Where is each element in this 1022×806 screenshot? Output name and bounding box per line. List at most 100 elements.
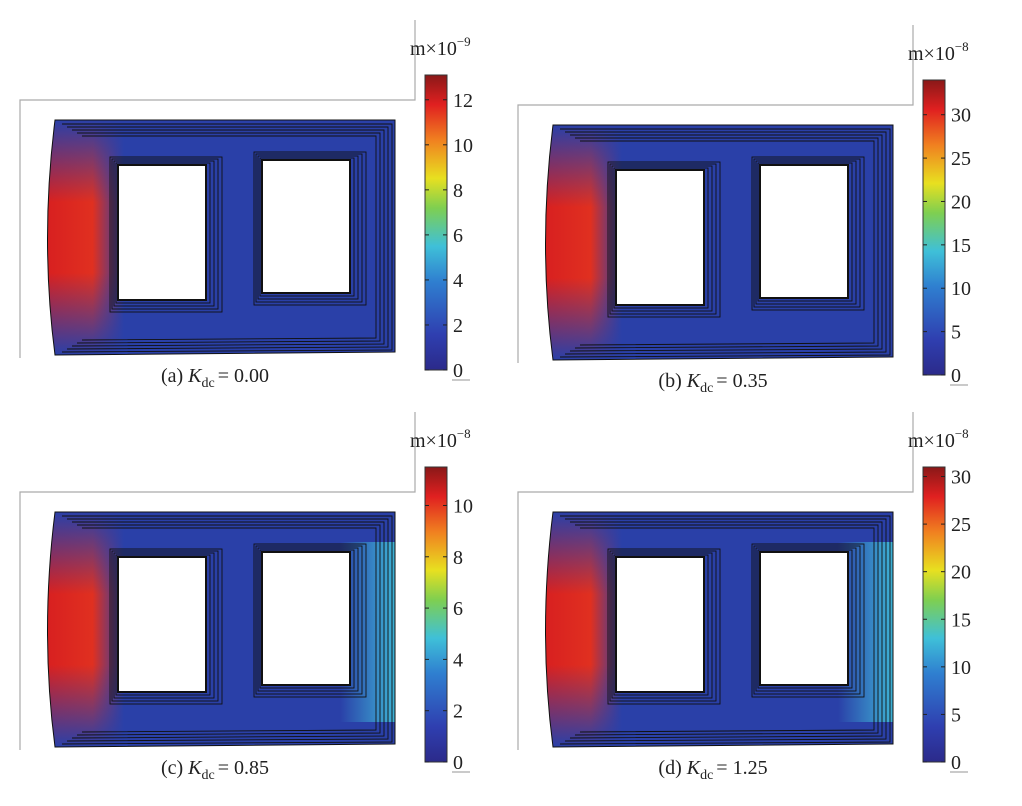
colorbar-tick-label: 10 xyxy=(951,278,971,300)
colorbar-tick-label: 0 xyxy=(453,360,463,382)
colorbar xyxy=(922,466,946,763)
window-step xyxy=(255,153,363,303)
lamination-line xyxy=(564,518,887,742)
colorbar-tick-label: 0 xyxy=(951,752,961,774)
lamination-line xyxy=(569,134,883,352)
window-step xyxy=(607,161,721,318)
unit-exponent: −8 xyxy=(955,426,969,441)
colorbar-tick-label: 2 xyxy=(453,315,463,337)
lamination-line xyxy=(579,527,875,733)
core-outline xyxy=(545,511,894,748)
window-step xyxy=(259,549,355,689)
frame-line xyxy=(517,412,914,750)
window-step xyxy=(613,167,709,309)
colorbar-unit: m×10−8 xyxy=(908,39,969,65)
window-step xyxy=(753,545,861,695)
caption-suffix: = 1.25 xyxy=(716,757,767,779)
lamination-line xyxy=(66,518,389,742)
window-step xyxy=(751,543,865,698)
colorbar-tick-label: 10 xyxy=(951,657,971,679)
core-window xyxy=(759,164,849,299)
colorbar-tick-label: 10 xyxy=(453,135,473,157)
transformer-core xyxy=(47,119,396,356)
lamination-line xyxy=(71,521,385,739)
colorbar-tick-label: 15 xyxy=(951,235,971,257)
caption-subscript: dc xyxy=(700,768,713,783)
unit-exponent: −9 xyxy=(457,34,471,49)
colorbar-tick-label: 25 xyxy=(951,148,971,170)
window-step xyxy=(757,549,853,689)
panel: (d) Kdc = 1.25 m×10−8 0 5 10 15 20 25 30 xyxy=(517,412,971,783)
unit-base: m×10 xyxy=(410,38,457,60)
core-window xyxy=(117,556,207,693)
lamination-line xyxy=(574,524,879,736)
colorbar-tick-label: 6 xyxy=(453,225,463,247)
caption-prefix: (a) xyxy=(161,365,188,387)
window-step xyxy=(109,156,223,313)
caption-prefix: (c) xyxy=(161,757,188,779)
window-step xyxy=(257,547,359,692)
caption-symbol: K xyxy=(187,757,203,779)
colorbar-tick-label: 15 xyxy=(951,609,971,631)
colorbar-tick-label: 5 xyxy=(951,704,961,726)
lamination-line xyxy=(564,131,887,355)
colorbar-tick-label: 20 xyxy=(951,191,971,213)
core-outline xyxy=(47,119,396,356)
lamination-line xyxy=(66,126,389,350)
lamination-line xyxy=(81,527,377,733)
panel: (a) Kdc = 0.00 m×10−9 0 2 4 6 8 10 12 xyxy=(19,20,473,391)
core-window xyxy=(615,556,705,693)
lamination-line xyxy=(579,140,875,346)
colorbar-tick-label: 2 xyxy=(453,701,463,723)
colorbar-tick-label: 30 xyxy=(951,105,971,127)
window-step xyxy=(613,554,709,696)
transformer-core xyxy=(47,511,396,748)
colorbar-tick-label: 30 xyxy=(951,467,971,489)
window-step xyxy=(257,155,359,300)
caption-symbol: K xyxy=(686,370,702,392)
colorbar-tick-label: 5 xyxy=(951,322,961,344)
colorbar-unit: m×10−8 xyxy=(908,426,969,452)
window-step xyxy=(259,157,355,297)
frame-line xyxy=(19,20,416,358)
caption-prefix: (b) xyxy=(658,370,686,392)
colorbar-tick-label: 8 xyxy=(453,547,463,569)
window-step xyxy=(757,162,853,302)
colorbar-tick-label: 0 xyxy=(951,365,961,387)
colorbar xyxy=(922,79,946,376)
lamination-line xyxy=(569,521,883,739)
colorbar xyxy=(424,74,448,371)
unit-base: m×10 xyxy=(908,430,955,452)
lamination-line xyxy=(574,137,879,349)
caption-prefix: (d) xyxy=(658,757,686,779)
caption: (c) Kdc = 0.85 xyxy=(161,757,269,783)
unit-base: m×10 xyxy=(908,43,955,65)
panel: (b) Kdc = 0.35 m×10−8 0 5 10 15 20 25 30 xyxy=(517,25,971,396)
caption-symbol: K xyxy=(187,365,203,387)
colorbar xyxy=(424,466,448,763)
window-step xyxy=(755,160,857,305)
colorbar-tick-label: 12 xyxy=(453,90,473,112)
frame-line xyxy=(19,412,416,750)
window-step xyxy=(609,163,717,315)
colorbar-tick-label: 10 xyxy=(453,495,473,517)
window-step xyxy=(611,552,713,699)
lamination-line xyxy=(559,515,891,745)
caption-suffix: = 0.35 xyxy=(716,370,767,392)
colorbar-tick-label: 8 xyxy=(453,180,463,202)
caption-subscript: dc xyxy=(202,768,215,783)
window-step xyxy=(253,151,367,306)
core-window xyxy=(261,551,351,686)
window-step xyxy=(113,552,215,699)
colorbar-tick-label: 25 xyxy=(951,514,971,536)
caption: (a) Kdc = 0.00 xyxy=(161,365,269,391)
unit-exponent: −8 xyxy=(457,426,471,441)
colorbar-unit: m×10−9 xyxy=(410,34,471,60)
window-step xyxy=(609,550,717,702)
lamination-line xyxy=(76,524,381,736)
window-step xyxy=(253,543,367,698)
core-window xyxy=(261,159,351,294)
core-outline xyxy=(47,511,396,748)
caption-subscript: dc xyxy=(700,381,713,396)
window-step xyxy=(115,162,211,304)
